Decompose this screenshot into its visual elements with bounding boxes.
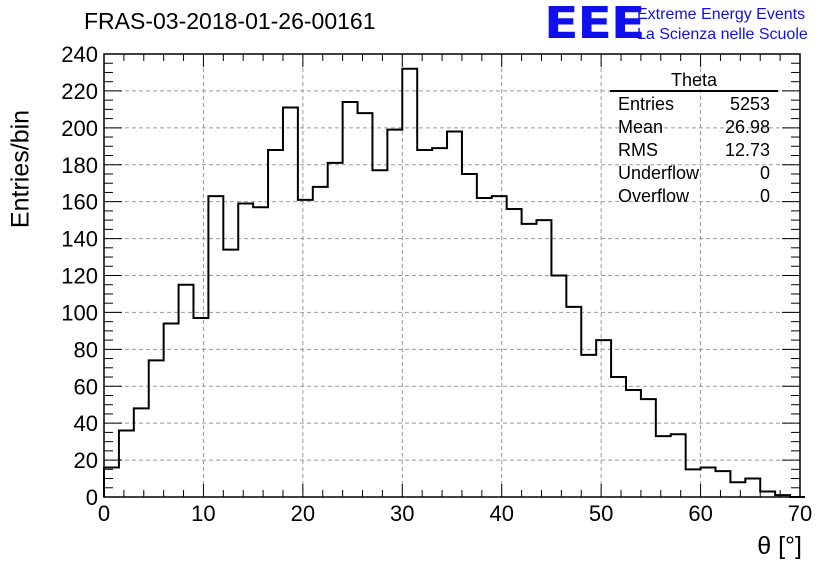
histogram-bin [119,431,134,497]
stats-row-overflow: Overflow 0 [610,185,778,208]
stats-value: 0 [759,163,770,183]
stats-row-mean: Mean 26.98 [610,116,778,139]
histogram-bin [193,318,208,497]
histogram-bin [283,108,298,497]
y-tick-label: 220 [61,79,98,104]
x-tick-label: 50 [589,501,613,526]
histogram-bin [402,69,417,497]
histogram-bin [492,196,507,497]
histogram-series [103,67,805,498]
histogram-bin [537,220,552,497]
y-tick-label: 40 [74,411,98,436]
histogram-bin [656,436,671,497]
histogram-bin [372,170,387,497]
histogram-bin [686,469,701,497]
histogram-bin [507,209,522,497]
stats-key: Overflow [618,186,690,206]
histogram-bin [760,491,775,497]
x-tick-label: 30 [390,501,414,526]
histogram-bin [775,495,790,497]
stats-box: Theta Entries 5253 Mean 26.98 RMS 12.73 … [610,70,778,208]
histogram-bin [134,408,149,497]
histogram-bin [447,132,462,497]
histogram-bin [223,250,238,497]
y-tick-label: 140 [61,227,98,252]
histogram-bin [522,224,537,497]
histogram-bin [328,163,343,497]
stats-key: Underflow [618,163,700,183]
tick-labels: 0 10 20 30 40 50 60 70 0 20 40 60 80 100 120 140 160 180 2… [61,42,812,526]
y-tick-label: 80 [74,337,98,362]
stats-value: 26.98 [724,117,770,137]
stats-row-rms: RMS 12.73 [610,139,778,162]
y-tick-label: 200 [61,116,98,141]
histogram-bin [715,471,730,497]
x-tick-label: 60 [688,501,712,526]
histogram-bin [358,113,373,497]
x-tick-label: 70 [788,501,812,526]
chart-title: FRAS-03-2018-01-26-00161 [84,8,376,34]
histogram-bin [626,390,641,497]
stats-row-entries: Entries 5253 [610,93,778,116]
histogram-bin [164,323,179,497]
histogram-bin [551,276,566,498]
histogram-bin [149,360,164,497]
histogram-bin [417,150,432,497]
y-tick-label: 240 [61,42,98,67]
histogram-bin [179,285,194,497]
x-tick-label: 40 [489,501,513,526]
y-tick-label: 20 [74,448,98,473]
stats-value: 5253 [729,94,770,114]
histogram-bin [298,200,313,497]
y-tick-label: 160 [61,190,98,215]
logo-text-line1: Extreme Energy Events [637,6,806,23]
y-tick-label: 180 [61,153,98,178]
histogram-bin [238,204,253,497]
histogram-bin [343,102,358,497]
stats-row-underflow: Underflow 0 [610,162,778,185]
histogram-bin [477,198,492,497]
x-axis-label: θ [°] [757,532,802,560]
y-tick-label: 100 [61,300,98,325]
stats-value: 0 [759,186,770,206]
stats-key: Mean [618,117,664,137]
x-tick-label: 0 [98,501,110,526]
histogram-bin [253,207,268,497]
histogram-bin [671,434,686,497]
y-tick-label: 120 [61,264,98,289]
histogram-bin [313,187,328,497]
histogram-bin [104,467,119,497]
y-axis-label: Entries/bin [6,109,35,229]
y-tick-label: 60 [74,374,98,399]
histogram-bin [462,174,477,497]
y-axis-label-box: Entries/bin [6,110,36,228]
histogram-bin [596,340,611,497]
histogram-bin [745,479,760,497]
histogram-bin [566,307,581,497]
x-tick-label: 10 [191,501,215,526]
histogram-bin [730,482,745,497]
stats-key: Entries [618,94,675,114]
histogram-bin [581,355,596,497]
stats-key: RMS [618,140,658,160]
histogram-bin [387,130,402,497]
ticks [103,53,801,498]
histogram-bin [432,148,447,497]
y-tick-label: 0 [86,485,98,510]
histogram-bin [268,150,283,497]
histogram-bin [641,399,656,497]
histogram-bin [701,467,716,497]
histogram-bin [611,377,626,497]
histogram-bin [208,196,223,497]
logo-text-line2: La Scienza nelle Scuole [637,26,808,43]
x-tick-label: 20 [291,501,315,526]
logo-mark: EEE [544,0,645,49]
grid-lines [104,54,800,497]
stats-title: Theta [610,70,778,92]
stats-value: 12.73 [724,140,770,160]
